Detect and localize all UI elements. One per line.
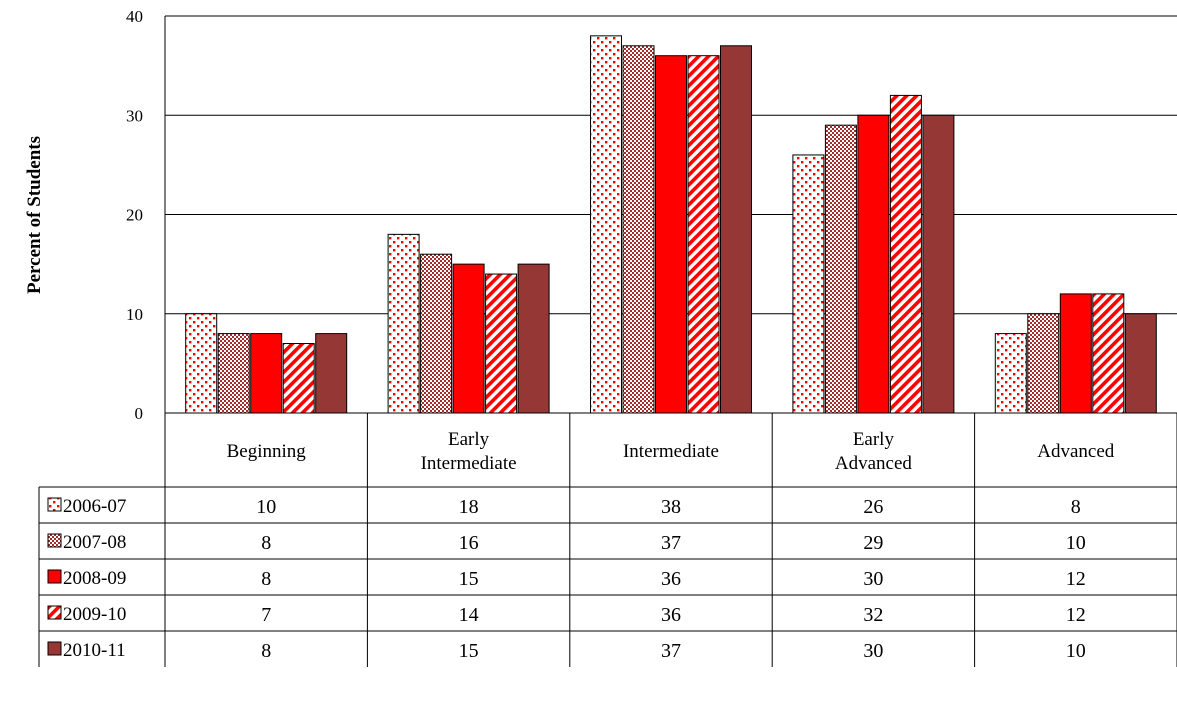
bar-2006-07-3 xyxy=(792,154,825,414)
y-axis-label: Percent of Students xyxy=(24,136,45,294)
bar-2009-10-3 xyxy=(889,94,922,414)
legend-label: 2010-11 xyxy=(63,640,126,661)
bar-2010-11-4 xyxy=(1124,313,1157,414)
bar-2008-09-3 xyxy=(857,114,890,414)
table-cell: 29 xyxy=(863,532,883,554)
table-cell: 36 xyxy=(661,604,681,626)
legend-key-2009-10 xyxy=(47,605,62,620)
y-tick-label: 20 xyxy=(126,206,143,225)
bar-2008-09-4 xyxy=(1059,293,1092,414)
category-label: Advanced xyxy=(835,453,913,474)
table-cell: 8 xyxy=(261,532,271,554)
table-cell: 8 xyxy=(261,568,271,590)
bar-2007-08-2 xyxy=(622,45,655,414)
table-cell: 15 xyxy=(459,568,479,590)
legend-label: 2008-09 xyxy=(63,568,126,589)
legend-key-2007-08 xyxy=(47,533,62,548)
table-cell: 18 xyxy=(459,496,479,518)
category-label: Intermediate xyxy=(623,441,719,462)
y-tick-label: 40 xyxy=(126,7,143,26)
bar-2007-08-1 xyxy=(420,253,453,414)
bar-2007-08-4 xyxy=(1027,313,1060,414)
bar-2006-07-0 xyxy=(185,313,218,414)
bar-2007-08-3 xyxy=(824,124,857,414)
y-axis-ticks: 0 10 20 30 40 xyxy=(126,7,143,423)
bars xyxy=(185,35,1157,414)
legend-key-2006-07 xyxy=(47,497,62,512)
table-cell: 30 xyxy=(863,568,883,590)
table-cell: 36 xyxy=(661,568,681,590)
table-cell: 38 xyxy=(661,496,681,518)
table-cell: 7 xyxy=(261,604,271,626)
table-cell: 37 xyxy=(661,532,681,554)
table-cell: 10 xyxy=(1066,532,1086,554)
bar-2006-07-1 xyxy=(387,233,420,414)
y-tick-label: 10 xyxy=(126,305,143,324)
table-cell: 26 xyxy=(863,496,883,518)
category-label: Beginning xyxy=(227,441,307,462)
bar-2008-09-0 xyxy=(250,333,283,414)
table-cell: 32 xyxy=(863,604,883,626)
category-label: Early xyxy=(448,429,490,450)
bar-2010-11-3 xyxy=(922,114,955,414)
table-cell: 15 xyxy=(459,640,479,662)
y-tick-label: 0 xyxy=(135,404,144,423)
table-cell: 30 xyxy=(863,640,883,662)
table-cell: 10 xyxy=(256,496,276,518)
category-label: Early xyxy=(853,429,895,450)
bar-2010-11-1 xyxy=(517,263,550,414)
table-cell: 8 xyxy=(261,640,271,662)
table-cell: 12 xyxy=(1066,568,1086,590)
bar-2006-07-2 xyxy=(590,35,622,414)
legend-label: 2006-07 xyxy=(63,496,126,517)
table-cell: 8 xyxy=(1071,496,1081,518)
bar-2009-10-0 xyxy=(282,343,315,414)
category-label: Advanced xyxy=(1037,441,1115,462)
legend-key-2008-09 xyxy=(47,569,62,584)
bar-2008-09-2 xyxy=(655,55,687,414)
table-cell: 37 xyxy=(661,640,681,662)
bar-2010-11-2 xyxy=(720,45,752,414)
bar-2009-10-2 xyxy=(687,55,720,414)
y-tick-label: 30 xyxy=(126,106,143,125)
bar-2006-07-4 xyxy=(994,333,1027,414)
data-table: Beginning Early Intermediate Intermediate Ea… xyxy=(38,412,1177,667)
table-cell: 12 xyxy=(1066,604,1086,626)
table-cell: 14 xyxy=(459,604,479,626)
bar-2008-09-1 xyxy=(452,263,485,414)
table-cell: 16 xyxy=(459,532,479,554)
legend-label: 2007-08 xyxy=(63,532,126,553)
category-label: Intermediate xyxy=(421,453,517,474)
bar-2007-08-0 xyxy=(217,333,250,414)
legend-label: 2009-10 xyxy=(63,604,126,625)
bar-2009-10-1 xyxy=(485,273,518,414)
bar-2009-10-4 xyxy=(1092,293,1125,414)
legend-key-2010-11 xyxy=(47,641,62,656)
table-cell: 10 xyxy=(1066,640,1086,662)
bar-2010-11-0 xyxy=(315,333,348,414)
